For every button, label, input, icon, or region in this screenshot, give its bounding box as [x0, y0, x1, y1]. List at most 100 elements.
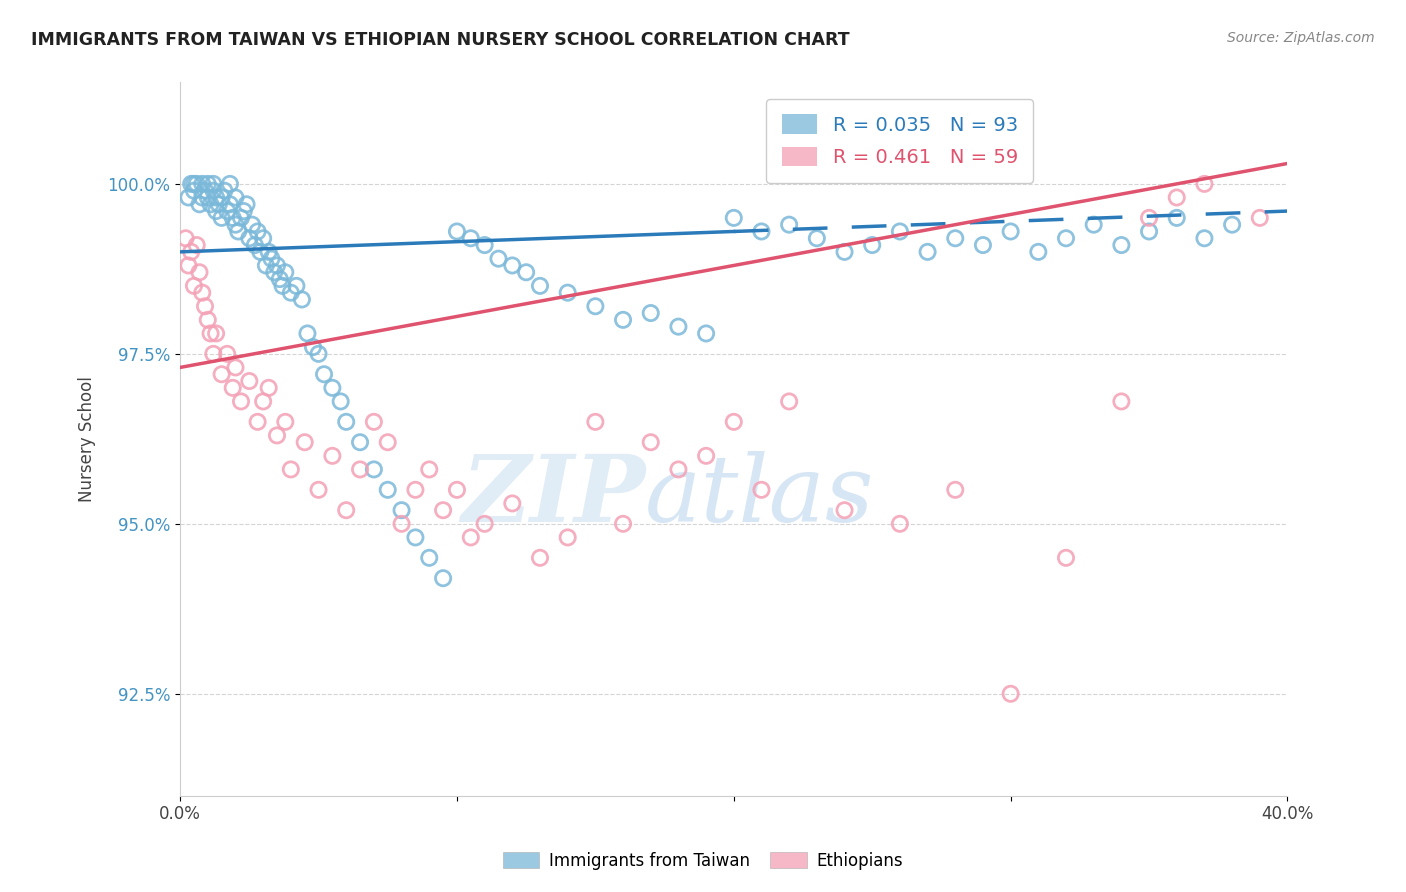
Point [1137, 211, 1160, 225]
Point [391, 516, 413, 531]
Point [377, 483, 399, 497]
Text: IMMIGRANTS FROM TAIWAN VS ETHIOPIAN NURSERY SCHOOL CORRELATION CHART: IMMIGRANTS FROM TAIWAN VS ETHIOPIAN NURS… [31, 31, 849, 49]
Point [197, 177, 219, 191]
Point [205, 204, 228, 219]
Text: atlas: atlas [645, 451, 875, 541]
Point [363, 415, 385, 429]
Point [943, 231, 966, 245]
Point [321, 381, 343, 395]
Point [391, 503, 413, 517]
Point [557, 285, 579, 300]
Point [274, 415, 297, 429]
Point [197, 313, 219, 327]
Point [266, 259, 288, 273]
Point [257, 244, 280, 259]
Point [294, 435, 316, 450]
Point [329, 394, 352, 409]
Point [302, 340, 325, 354]
Point [474, 238, 496, 252]
Point [695, 449, 717, 463]
Point [1000, 224, 1022, 238]
Point [252, 231, 274, 245]
Point [501, 496, 523, 510]
Point [222, 211, 245, 225]
Point [246, 415, 269, 429]
Point [1083, 218, 1105, 232]
Point [349, 462, 371, 476]
Point [246, 224, 269, 238]
Point [214, 184, 236, 198]
Point [308, 483, 330, 497]
Point [180, 177, 202, 191]
Point [1194, 177, 1216, 191]
Point [723, 211, 745, 225]
Point [238, 374, 260, 388]
Point [229, 211, 252, 225]
Point [266, 428, 288, 442]
Point [695, 326, 717, 341]
Point [188, 265, 211, 279]
Point [285, 278, 308, 293]
Point [1166, 211, 1188, 225]
Point [501, 259, 523, 273]
Point [202, 347, 225, 361]
Point [254, 259, 277, 273]
Point [186, 238, 208, 252]
Point [249, 244, 271, 259]
Point [488, 252, 510, 266]
Point [174, 231, 197, 245]
Point [860, 238, 883, 252]
Point [1249, 211, 1271, 225]
Text: Source: ZipAtlas.com: Source: ZipAtlas.com [1227, 31, 1375, 45]
Point [404, 483, 426, 497]
Point [583, 299, 606, 313]
Point [1137, 224, 1160, 238]
Point [723, 415, 745, 429]
Point [778, 218, 800, 232]
Point [202, 177, 225, 191]
Point [1220, 218, 1243, 232]
Point [889, 224, 911, 238]
Point [224, 218, 246, 232]
Point [529, 550, 551, 565]
Point [335, 415, 357, 429]
Point [1166, 190, 1188, 204]
Point [197, 190, 219, 204]
Point [640, 306, 662, 320]
Point [208, 197, 231, 211]
Point [321, 449, 343, 463]
Point [211, 211, 233, 225]
Point [219, 177, 242, 191]
Point [1054, 231, 1077, 245]
Point [1194, 231, 1216, 245]
Point [460, 231, 482, 245]
Point [446, 483, 468, 497]
Point [834, 503, 856, 517]
Point [889, 516, 911, 531]
Point [291, 293, 314, 307]
Point [668, 319, 690, 334]
Point [222, 381, 245, 395]
Point [280, 285, 302, 300]
Point [432, 503, 454, 517]
Point [297, 326, 319, 341]
Point [194, 299, 217, 313]
Point [404, 530, 426, 544]
Point [263, 265, 285, 279]
Point [1054, 550, 1077, 565]
Text: ZIP: ZIP [461, 451, 645, 541]
Point [224, 360, 246, 375]
Point [183, 278, 205, 293]
Point [271, 278, 294, 293]
Point [186, 177, 208, 191]
Point [335, 503, 357, 517]
Point [612, 516, 634, 531]
Point [418, 462, 440, 476]
Point [205, 326, 228, 341]
Point [257, 381, 280, 395]
Point [529, 278, 551, 293]
Point [751, 224, 773, 238]
Point [806, 231, 828, 245]
Point [583, 415, 606, 429]
Point [1111, 394, 1133, 409]
